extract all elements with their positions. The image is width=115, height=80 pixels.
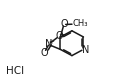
Text: N: N (45, 39, 52, 49)
Text: O: O (40, 48, 47, 58)
Text: +: + (48, 39, 54, 45)
Text: N: N (82, 45, 89, 55)
Text: HCl: HCl (6, 66, 24, 76)
Text: −: − (58, 30, 64, 39)
Text: O: O (55, 31, 62, 41)
Text: CH₃: CH₃ (72, 19, 88, 28)
Text: O: O (60, 19, 67, 29)
